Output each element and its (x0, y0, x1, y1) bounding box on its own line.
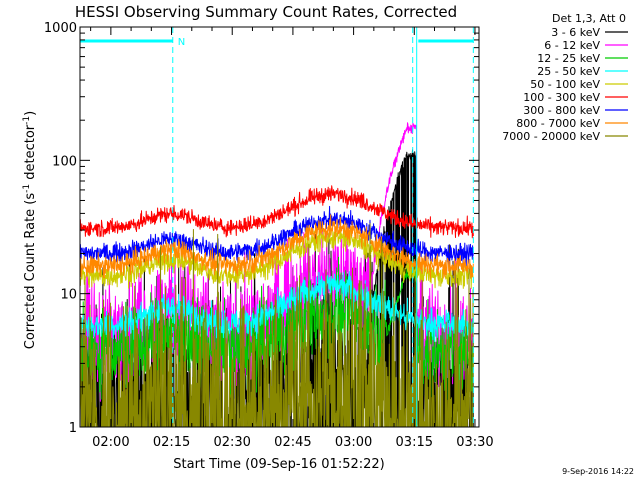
y-axis-label-main: Corrected Count Rate (s (23, 193, 38, 350)
data-layer (79, 122, 474, 428)
legend-label-6: 300 - 800 keV (523, 104, 600, 117)
legend-header: Det 1,3, Att 0 (552, 12, 626, 25)
y-axis-label: Corrected Count Rate (s-1 detector-1) (22, 111, 38, 349)
series-line-2 (79, 256, 474, 410)
axes-layer: N 02:00 02:15 02:30 02:45 03:00 03:15 03:30 1 10 1… (44, 21, 494, 450)
x-axis-label: Start Time (09-Sep-16 01:52:22) (173, 457, 384, 472)
legend-label-8: 7000 - 20000 keV (502, 130, 600, 143)
y-axis-label-end: ) (23, 111, 38, 116)
x-tick-label-4: 03:00 (335, 435, 372, 450)
y-tick-label-3: 1000 (44, 21, 77, 36)
x-tick-label-3: 02:45 (274, 435, 311, 450)
legend-label-1: 6 - 12 keV (544, 39, 600, 52)
night-label: N (178, 37, 185, 48)
plot-frame (79, 26, 480, 428)
legend-label-2: 12 - 25 keV (537, 52, 600, 65)
series-line-7 (79, 214, 474, 280)
y-axis-label-sup2: -1 (22, 116, 32, 125)
x-tick-label-6: 03:30 (456, 435, 493, 450)
x-tick-label-1: 02:15 (153, 435, 190, 450)
y-tick-label-1: 10 (60, 288, 77, 303)
y-tick-label-0: 1 (69, 421, 77, 436)
x-tick-label-0: 02:00 (92, 435, 129, 450)
legend-label-7: 800 - 7000 keV (516, 117, 600, 130)
legend-label-5: 100 - 300 keV (523, 91, 600, 104)
series-line-6 (79, 205, 474, 267)
series-line-5 (79, 185, 474, 239)
legend-label-4: 50 - 100 keV (530, 78, 600, 91)
x-tick-label-2: 02:30 (213, 435, 250, 450)
x-tick-label-5: 03:15 (396, 435, 433, 450)
y-axis-label-mid: detector (23, 124, 38, 184)
legend-label-3: 25 - 50 keV (537, 65, 600, 78)
series-line-3 (79, 271, 474, 342)
y-tick-label-2: 100 (52, 154, 77, 169)
legend-label-0: 3 - 6 keV (551, 26, 600, 39)
y-axis-label-sup1: -1 (22, 184, 32, 193)
footer-date: 9-Sep-2016 14:22 (562, 467, 634, 476)
chart-title: HESSI Observing Summary Count Rates, Cor… (75, 3, 457, 21)
